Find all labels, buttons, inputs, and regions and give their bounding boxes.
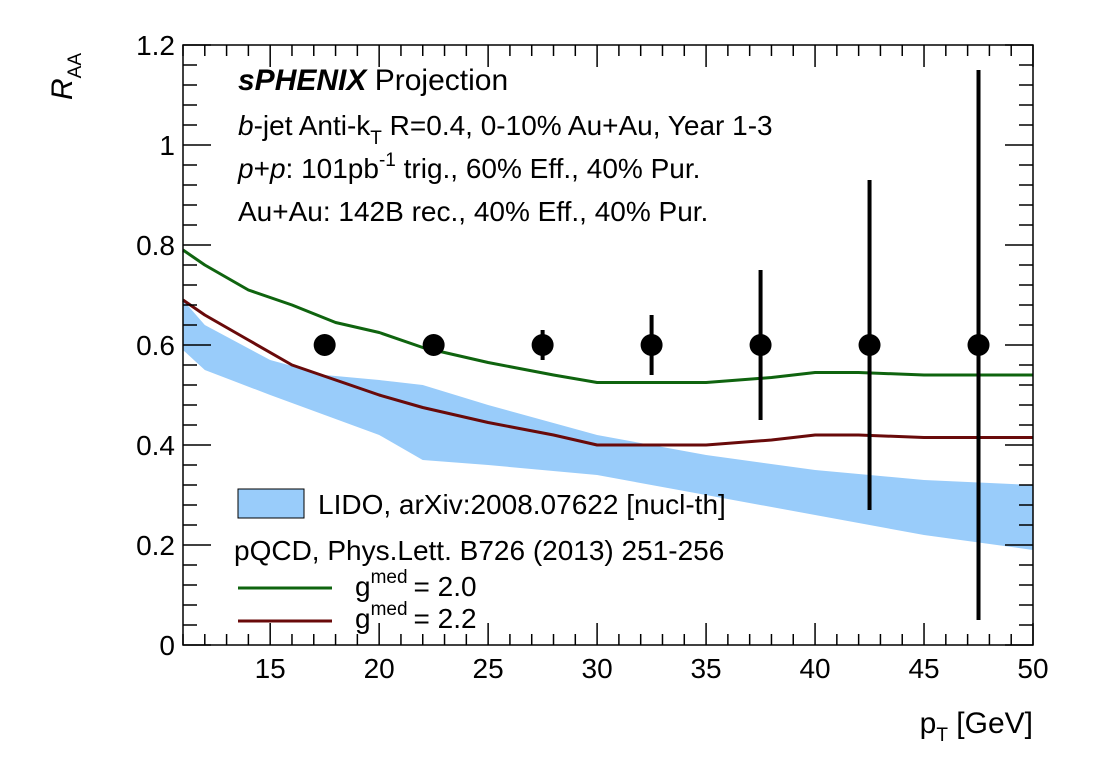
y-tick-label-4: 0.8 xyxy=(136,230,175,261)
data-point-3 xyxy=(640,334,663,356)
y-axis-title: RAA xyxy=(46,53,86,100)
data-point-6 xyxy=(967,334,990,356)
x-tick-label-2: 25 xyxy=(473,653,504,684)
x-tick-label-4: 35 xyxy=(690,653,721,684)
legend-band-label: LIDO, arXiv:2008.07622 [nucl-th] xyxy=(318,489,726,520)
annotation-block: sPHENIX Projection b-jet Anti-kT R=0.4, … xyxy=(237,64,773,227)
legend-header: pQCD, Phys.Lett. B726 (2013) 251-256 xyxy=(234,535,724,566)
lido-band-layer xyxy=(183,300,1033,550)
x-tick-label-3: 30 xyxy=(582,653,613,684)
selection-line: b-jet Anti-kT R=0.4, 0-10% Au+Au, Year 1… xyxy=(238,110,773,149)
y-tick-label-0: 0 xyxy=(159,630,175,661)
experiment-label: sPHENIX Projection xyxy=(238,64,508,97)
legend-label-gmed-2-2: gmed = 2.2 xyxy=(355,599,477,634)
pqcd-curve-0 xyxy=(182,248,1033,384)
pqcd-curve-1 xyxy=(182,298,1033,447)
x-axis-title: pT [GeV] xyxy=(920,707,1033,746)
pp-luminosity-line: p+p: 101pb-1 trig., 60% Eff., 40% Pur. xyxy=(237,150,700,184)
data-point-1 xyxy=(422,334,445,356)
y-tick-label-3: 0.6 xyxy=(136,330,175,361)
data-point-4 xyxy=(749,334,772,356)
y-tick-label-5: 1 xyxy=(159,130,175,161)
x-tick-label-5: 40 xyxy=(799,653,830,684)
y-tick-label-6: 1.2 xyxy=(136,30,175,61)
axis-tick-layer xyxy=(182,44,1034,646)
x-tick-label-6: 45 xyxy=(908,653,939,684)
data-point-2 xyxy=(531,334,554,356)
y-tick-label-2: 0.4 xyxy=(136,430,175,461)
x-tick-label-7: 50 xyxy=(1017,653,1048,684)
data-point-5 xyxy=(858,334,881,356)
tick-label-layer: 15 20 25 30 35 40 45 50 0 0.2 0.4 0.6 0.8 1 1.2 xyxy=(136,30,1049,684)
auau-statistics-line: Au+Au: 142B rec., 40% Eff., 40% Pur. xyxy=(238,196,708,227)
lido-band xyxy=(183,300,1033,550)
pqcd-curve-layer xyxy=(182,248,1033,447)
legend-band-swatch xyxy=(237,488,305,519)
x-tick-label-0: 15 xyxy=(255,653,286,684)
legend-label-gmed-2-0: gmed = 2.0 xyxy=(355,567,477,602)
legend: LIDO, arXiv:2008.07622 [nucl-th] pQCD, P… xyxy=(234,488,726,634)
x-tick-label-1: 20 xyxy=(364,653,395,684)
data-point-0 xyxy=(313,334,336,356)
projection-point-layer xyxy=(313,70,990,620)
y-tick-label-1: 0.2 xyxy=(136,530,175,561)
